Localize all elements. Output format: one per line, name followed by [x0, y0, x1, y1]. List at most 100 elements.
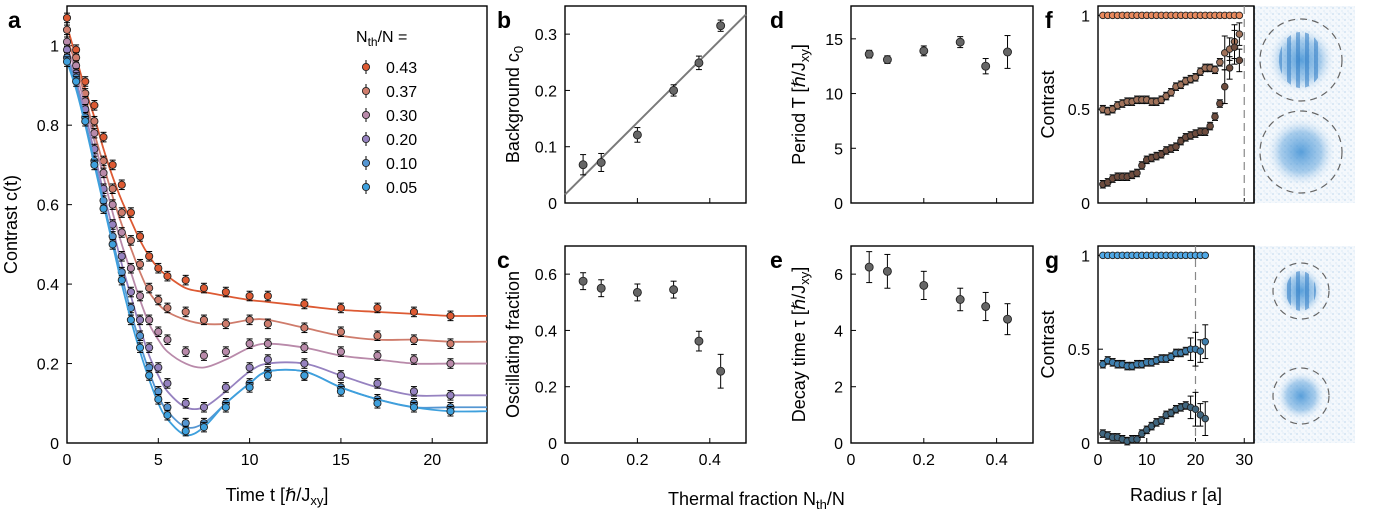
data-point — [669, 85, 679, 95]
data-point — [135, 343, 145, 352]
data-point — [90, 160, 99, 169]
data-point — [108, 160, 117, 169]
chart-panel-d: 0 5 10 15 Period T [ℏ/Jxy] — [789, 5, 1034, 213]
data-point — [163, 403, 172, 412]
data-point — [90, 117, 99, 126]
y-tick-label: 0.2 — [37, 357, 59, 374]
x-tick-label: 0 — [1094, 452, 1103, 469]
data-point — [99, 133, 108, 142]
data-point — [126, 264, 135, 273]
data-point — [72, 45, 81, 54]
data-point — [62, 57, 72, 66]
data-point — [1220, 82, 1229, 91]
data-point — [199, 284, 209, 293]
data-point — [126, 236, 135, 245]
data-point — [300, 323, 309, 332]
data-point — [1211, 112, 1219, 121]
data-point — [81, 77, 90, 86]
data-point — [126, 315, 135, 324]
data-point — [446, 391, 455, 400]
data-point — [263, 339, 272, 348]
data-point — [632, 130, 642, 140]
legend-entry: 0.30 — [361, 108, 417, 125]
legend-marker — [361, 62, 371, 72]
data-point — [245, 315, 254, 324]
data-point — [62, 13, 72, 22]
y-tick-label: 0 — [548, 196, 557, 213]
chart-panel-b: 0 0.1 0.2 0.3 Background c0 — [503, 5, 747, 213]
y-tick-label: 4 — [834, 323, 843, 340]
data-point — [336, 387, 345, 396]
panel-letter-a: a — [8, 7, 21, 33]
data-point — [72, 53, 81, 62]
data-point — [154, 264, 163, 273]
data-point — [181, 307, 190, 316]
data-point — [108, 184, 117, 193]
data-point — [1172, 142, 1180, 151]
data-point — [981, 302, 991, 311]
chart-panel-e: 0 2 4 6 0 0.2 0.4 Decay time τ [ℏ/Jxy] — [789, 245, 1034, 469]
data-point — [1157, 416, 1166, 425]
data-point — [300, 343, 309, 352]
y-tick-label: 0 — [50, 436, 59, 453]
plot-frame-d — [850, 5, 1034, 204]
data-point — [1235, 30, 1244, 38]
data-point — [1201, 337, 1209, 346]
y-axis-label-b: Background c0 — [503, 46, 526, 163]
data-point — [373, 303, 382, 312]
x-tick-label: 20 — [1187, 452, 1205, 469]
data-point — [300, 299, 309, 309]
data-point — [181, 276, 190, 285]
data-point — [1235, 56, 1244, 65]
data-point — [245, 363, 254, 372]
data-point — [126, 208, 135, 217]
data-point — [62, 37, 72, 46]
data-point — [919, 280, 929, 290]
data-point — [446, 339, 455, 348]
data-point — [882, 266, 892, 276]
data-point — [864, 49, 874, 59]
data-point — [1196, 411, 1205, 419]
data-point — [1206, 122, 1214, 130]
y-tick-label: 0.1 — [535, 140, 557, 157]
y-tick-label: 0 — [548, 436, 557, 453]
data-point — [154, 363, 163, 372]
data-point — [72, 77, 81, 86]
data-point — [117, 228, 126, 237]
legend-label: 0.05 — [386, 180, 417, 197]
data-point — [409, 403, 419, 412]
y-tick-label: 0 — [1081, 196, 1090, 213]
data-point — [716, 366, 726, 376]
legend-entry: 0.43 — [361, 60, 417, 77]
x-tick-label: 5 — [154, 452, 163, 469]
data-point — [145, 315, 154, 324]
data-point — [117, 208, 126, 217]
data-point — [263, 355, 272, 364]
plot-frame-a — [66, 5, 488, 444]
legend-label: 0.43 — [386, 60, 417, 77]
fit-line-0.30 — [66, 45, 487, 369]
chart-panel-f: 0 0.5 1 Contrast — [1038, 5, 1255, 213]
data-point — [163, 335, 172, 344]
legend-entry: 0.37 — [361, 84, 417, 101]
x-tick-label: 10 — [241, 452, 259, 469]
data-point — [263, 291, 272, 301]
data-point — [300, 359, 309, 368]
data-point — [62, 45, 72, 54]
data-point — [221, 347, 230, 356]
data-point — [446, 407, 455, 416]
panel-letter-g: g — [1045, 247, 1059, 273]
y-tick-label: 0 — [1081, 436, 1090, 453]
data-point — [181, 427, 190, 436]
data-point — [864, 262, 874, 272]
data-point — [154, 395, 163, 404]
x-tick-label: 0 — [847, 452, 856, 469]
legend-marker — [361, 110, 371, 120]
data-point — [99, 204, 108, 213]
legend-marker — [361, 134, 371, 144]
data-point — [409, 335, 419, 344]
data-point — [981, 61, 991, 71]
plot-frame-f — [1097, 5, 1255, 204]
